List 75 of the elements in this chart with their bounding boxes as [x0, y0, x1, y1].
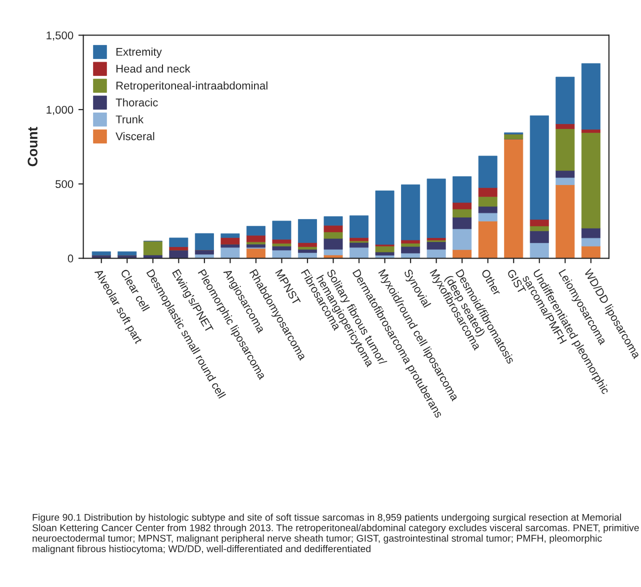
- bar: [452, 217, 472, 230]
- bar: [220, 237, 240, 244]
- bar: [246, 242, 266, 244]
- y-tick-label: 1,000: [46, 106, 74, 116]
- bar: [324, 232, 343, 239]
- bar: [169, 250, 188, 258]
- bar: [426, 249, 446, 258]
- bar: [324, 238, 343, 250]
- bar: [298, 219, 317, 243]
- bar: [581, 228, 600, 238]
- bar: [581, 129, 600, 133]
- bar: [478, 156, 498, 188]
- bar: [246, 235, 266, 242]
- bar: [401, 243, 420, 247]
- bar: [556, 124, 575, 129]
- legend-label: Head and neck: [116, 64, 190, 73]
- bar: [530, 115, 549, 220]
- bar: [92, 251, 111, 256]
- bar: [350, 247, 369, 258]
- bar: [350, 215, 369, 238]
- bar: [169, 238, 188, 248]
- bar: [530, 219, 549, 226]
- bar: [556, 170, 575, 178]
- bar: [426, 178, 446, 238]
- y-tick-label: 0: [68, 254, 74, 262]
- bar: [169, 246, 188, 250]
- bar: [272, 220, 292, 240]
- bar: [220, 247, 240, 258]
- bar: [478, 220, 498, 258]
- bar: [530, 242, 549, 258]
- legend-label: Extremity: [116, 48, 162, 58]
- bar: [298, 242, 317, 247]
- bar: [118, 251, 137, 256]
- bar: [478, 212, 498, 222]
- bar: [452, 208, 472, 218]
- bar: [272, 239, 292, 244]
- bar: [246, 226, 266, 236]
- bar: [220, 233, 240, 238]
- bar: [581, 63, 600, 130]
- bar: [401, 246, 420, 254]
- bar: [324, 249, 343, 256]
- bar: [143, 240, 162, 256]
- bar: [581, 132, 600, 228]
- bar: [556, 76, 575, 124]
- legend-label: Visceral: [116, 132, 154, 140]
- y-tick-label: 500: [56, 180, 74, 188]
- bar: [401, 184, 420, 240]
- bar: [324, 225, 343, 232]
- bar: [452, 228, 472, 250]
- bar: [530, 230, 549, 244]
- bar: [556, 177, 575, 186]
- bar: [298, 249, 317, 253]
- bar: [452, 202, 472, 210]
- bar: [375, 246, 394, 252]
- legend-label: Retroperitoneal-intraabdominal: [116, 81, 268, 92]
- bar: [324, 216, 343, 226]
- bar: [272, 246, 292, 250]
- bar: [504, 134, 524, 140]
- bar: [194, 233, 214, 250]
- bar: [478, 187, 498, 197]
- bar: [556, 128, 575, 171]
- bar: [478, 196, 498, 207]
- bar: [272, 243, 292, 246]
- legend-label: Trunk: [116, 115, 144, 124]
- caption: Figure 90.1 Distribution by histologic subtype and site of soft tissue sarcomas in 8,959 patients undergoing surgical resection at Memorial Sloan Kettering Cancer Center from 1982 through 2013. The retroperitoneal/abdominal category excludes visceral sarcomas. PNET, primitive neuroectodermal tumor; MPNST, malignant peripheral nerve sheath tumor; GIST, gastrointestinal stromal tumor; PMFH, pleomorphic malignant fibrous histiocytoma; WD/DD, well-differentiated and dedifferentiated: [32, 514, 639, 554]
- y-tick-label: 1,500: [46, 31, 74, 41]
- bar: [504, 138, 524, 258]
- legend-label: Thoracic: [116, 98, 158, 106]
- bar: [375, 190, 394, 245]
- bar: [452, 176, 472, 203]
- bar: [556, 184, 575, 258]
- bar: [581, 238, 600, 246]
- bar: [426, 242, 446, 250]
- bar: [478, 206, 498, 214]
- y-axis-title: Count: [28, 126, 38, 166]
